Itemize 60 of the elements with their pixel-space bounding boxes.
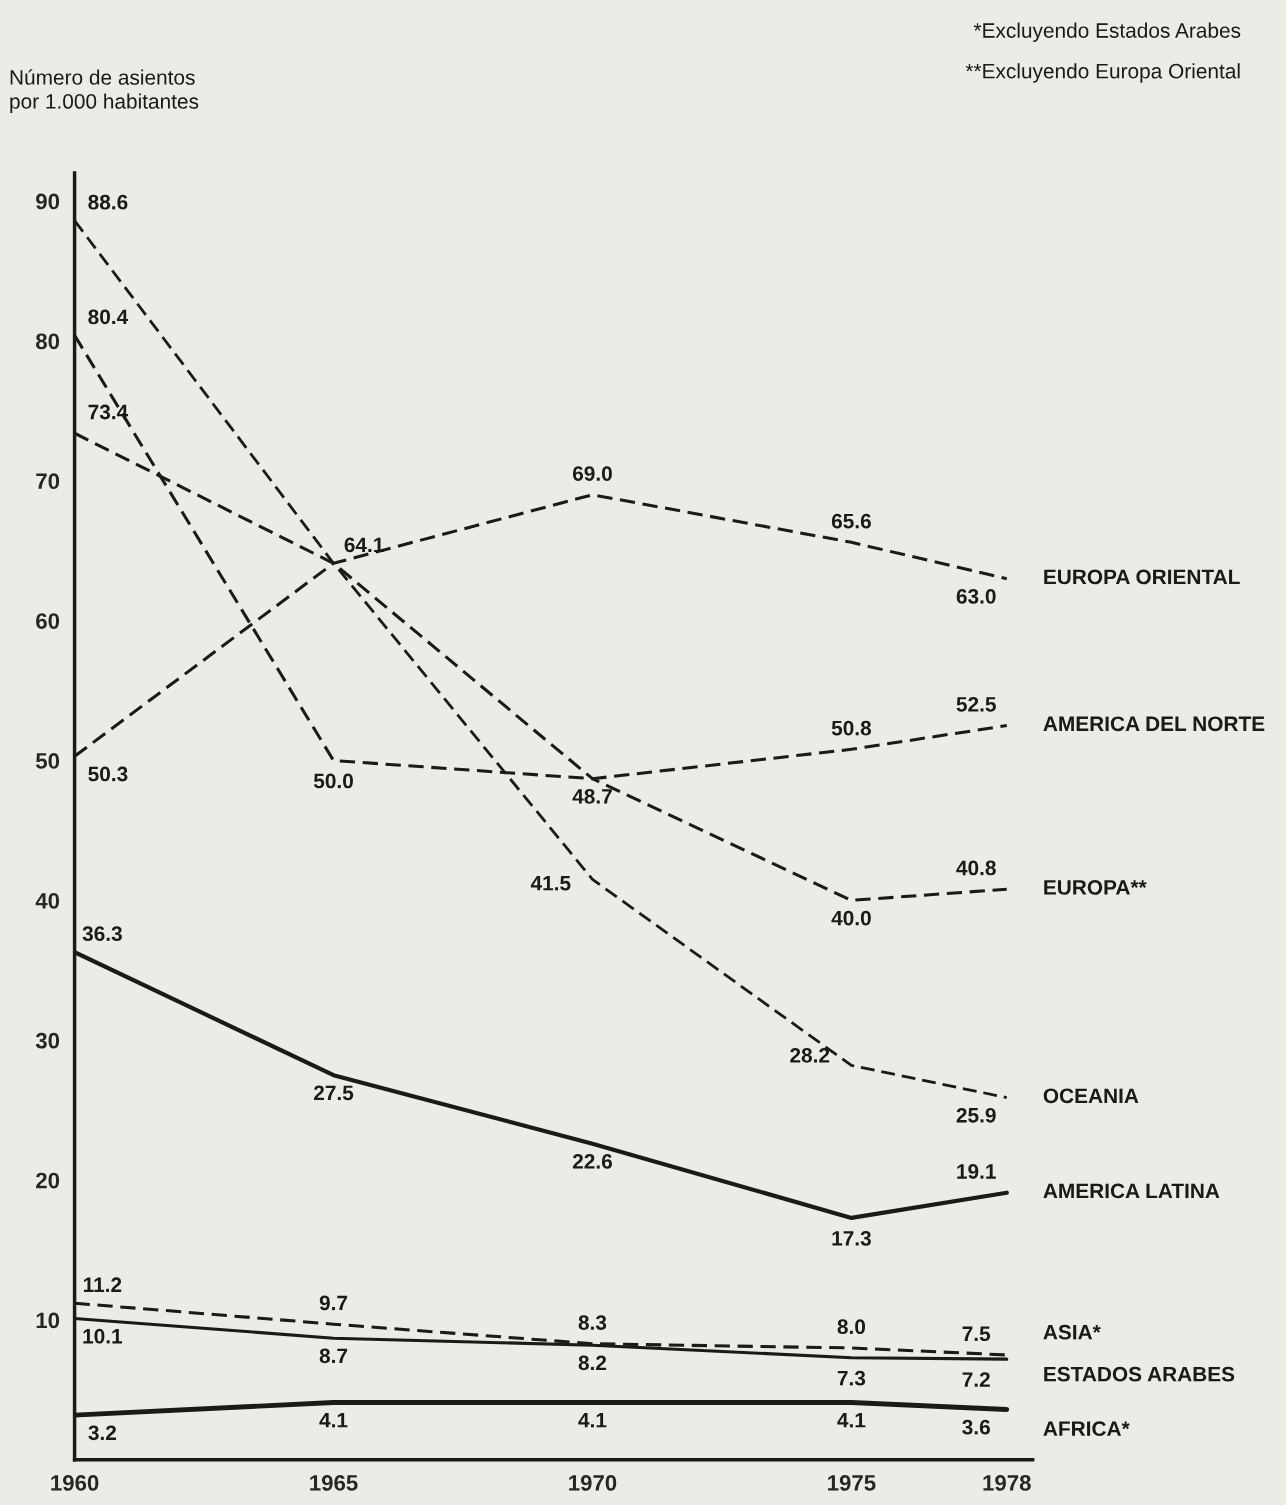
data-label: 3.6 [962, 1419, 990, 1435]
data-label: 4.1 [578, 1413, 607, 1428]
data-label: 19.1 [957, 1164, 996, 1179]
data-label: 3.2 [88, 1425, 117, 1441]
series-label: ASIA* [1043, 1324, 1101, 1340]
x-tick-label: 1965 [310, 1475, 358, 1491]
data-label: 80.4 [88, 309, 129, 325]
x-tick-label: 1975 [828, 1475, 876, 1491]
y-tick-label: 90 [36, 193, 60, 210]
data-label: 50.0 [313, 773, 353, 789]
data-label: 8.7 [319, 1348, 348, 1364]
text: **Excluyendo Europa Oriental [965, 63, 1240, 83]
y-tick-label: 70 [36, 473, 60, 490]
data-label: 25.9 [956, 1107, 996, 1123]
data-label: 11.2 [83, 1277, 122, 1292]
data-label: 69.0 [572, 466, 612, 481]
data-label: 17.3 [832, 1230, 871, 1246]
data-label: 41.5 [530, 876, 571, 891]
data-label: 8.3 [578, 1315, 607, 1330]
data-label: 28.2 [790, 1047, 830, 1063]
data-label: 36.3 [82, 926, 122, 942]
y-tick-label: 30 [35, 1032, 60, 1049]
data-label: 50.3 [88, 766, 128, 782]
y-tick-label: 60 [36, 613, 60, 629]
x-tick-label: 1970 [569, 1475, 617, 1491]
data-label: 22.6 [572, 1154, 612, 1169]
data-label: 50.8 [831, 720, 872, 736]
series-label: AMERICA LATINA [1043, 1183, 1220, 1199]
data-label: 88.6 [88, 194, 128, 210]
text: *Excluyendo Estados Arabes [973, 22, 1241, 42]
data-label: 52.5 [956, 696, 996, 712]
y-tick-label: 40 [35, 892, 60, 909]
data-label: 10.1 [83, 1328, 123, 1344]
data-label: 63.0 [956, 588, 996, 604]
y-tick-label: 50 [35, 753, 60, 769]
data-label: 65.6 [831, 513, 871, 529]
y-tick-label: 10 [36, 1312, 60, 1329]
data-label: 8.0 [837, 1319, 866, 1335]
y-tick-label: 20 [36, 1172, 60, 1189]
data-label: 9.7 [319, 1295, 348, 1311]
x-tick-label: 1960 [51, 1475, 99, 1491]
x-tick-label: 1978 [983, 1475, 1031, 1491]
series-label: AFRICA* [1043, 1421, 1130, 1437]
data-label: 40.8 [956, 860, 996, 876]
series-label: EUROPA ORIENTAL [1044, 569, 1240, 585]
data-label: 27.5 [313, 1085, 354, 1101]
data-label: 40.0 [831, 910, 871, 926]
series-label: EUROPA** [1044, 880, 1147, 895]
series-label: ESTADOS ARABES [1044, 1366, 1235, 1382]
data-label: 7.2 [962, 1372, 990, 1387]
data-label: 48.7 [572, 788, 612, 804]
data-label: 7.3 [837, 1370, 866, 1386]
y-axis-title: Número de asientos por 1.000 habitantes [10, 69, 199, 113]
y-tick-label: 80 [35, 333, 60, 350]
data-label: 4.1 [837, 1413, 866, 1428]
data-label: 7.5 [962, 1326, 991, 1342]
data-label: 4.1 [319, 1413, 348, 1428]
series-label: AMERICA DEL NORTE [1043, 716, 1265, 732]
data-label: 8.2 [578, 1355, 607, 1371]
series-label: OCEANIA [1043, 1088, 1139, 1104]
